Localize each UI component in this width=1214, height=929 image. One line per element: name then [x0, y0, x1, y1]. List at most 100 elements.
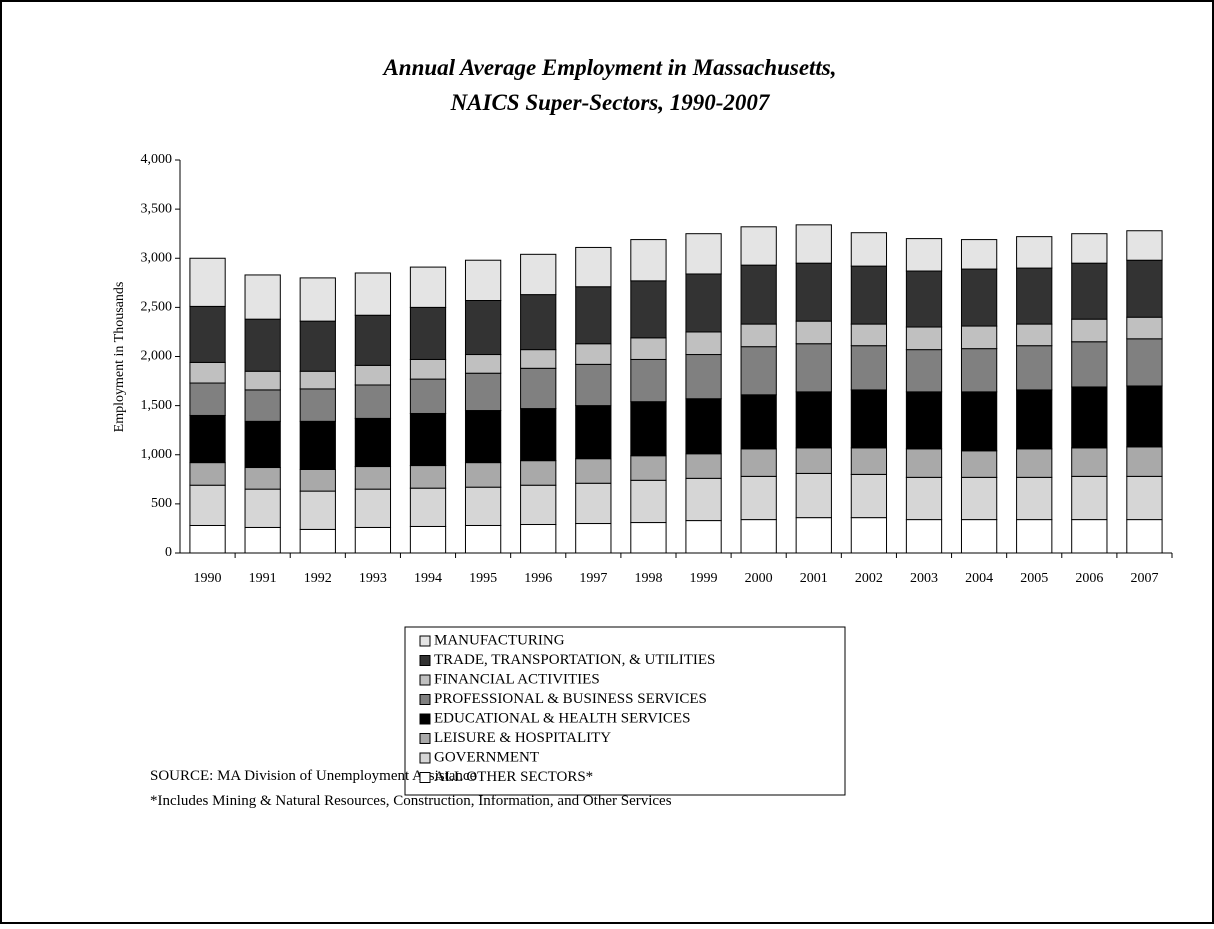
bar-segment — [1071, 386, 1108, 449]
bar-segment — [795, 224, 832, 264]
bar-segment — [795, 391, 832, 449]
bar-segment — [905, 270, 943, 328]
bar-segment — [1126, 446, 1163, 477]
bar-segment — [575, 523, 612, 554]
bar-segment — [795, 517, 832, 554]
legend-label: PROFESSIONAL & BUSINESS SERVICES — [434, 691, 707, 707]
bar-segment — [1126, 230, 1163, 261]
bar-segment — [1126, 519, 1163, 554]
bar-segment — [905, 391, 943, 450]
legend-label: LEISURE & HOSPITALITY — [434, 730, 611, 746]
legend-label: TRADE, TRANSPORTATION, & UTILITIES — [434, 652, 715, 668]
bar-segment — [189, 414, 226, 464]
bar-segment — [244, 488, 281, 528]
bar-segment — [464, 299, 502, 356]
y-tick-label: 500 — [151, 496, 172, 511]
bar-segment — [464, 410, 502, 464]
bar-segment — [244, 420, 281, 469]
bar-segment — [244, 370, 281, 391]
footnote: *Includes Mining & Natural Resources, Co… — [150, 793, 672, 809]
bar-segment — [520, 294, 557, 351]
bar-segment — [520, 460, 557, 486]
bar-segment — [630, 522, 667, 554]
legend-label: EDUCATIONAL & HEALTH SERVICES — [434, 710, 690, 726]
bar-segment — [1126, 316, 1163, 340]
y-tick-label: 0 — [165, 545, 172, 560]
bar-segment — [575, 363, 612, 407]
bar-segment — [850, 473, 888, 519]
bar-segment — [1126, 475, 1163, 521]
x-tick-label: 1996 — [524, 571, 552, 586]
x-tick-label: 1993 — [359, 571, 387, 586]
legend-label: FINANCIAL ACTIVITIES — [434, 671, 600, 687]
legend-label: GOVERNMENT — [434, 749, 539, 765]
bar-segment — [409, 465, 447, 489]
bar-segment — [1016, 448, 1053, 478]
bar-segment — [575, 458, 612, 484]
bar-segment — [1016, 267, 1053, 325]
bar-segment — [850, 517, 888, 554]
bar-segment — [354, 364, 392, 386]
legend-swatch — [419, 713, 431, 725]
bar-segment — [740, 323, 777, 348]
x-tick-label: 2001 — [800, 571, 828, 586]
bar-segment — [189, 484, 226, 526]
bar-segment — [409, 306, 447, 360]
bar-segment — [244, 318, 281, 372]
bar-segment — [409, 412, 447, 467]
bar-segment — [520, 408, 557, 462]
bar-segment — [1071, 233, 1108, 264]
bar-segment — [299, 468, 336, 492]
bar-segment — [685, 398, 722, 455]
bar-segment — [850, 232, 888, 267]
x-tick-label: 1995 — [469, 571, 497, 586]
legend-box — [404, 626, 846, 796]
bar-segment — [630, 358, 667, 403]
bar-segment — [575, 343, 612, 365]
x-tick-label: 2002 — [855, 571, 883, 586]
bar-segment — [685, 520, 722, 554]
bar-segment — [905, 238, 943, 272]
bar-segment — [1016, 476, 1053, 521]
x-tick-label: 1999 — [690, 571, 718, 586]
bar-segment — [189, 462, 226, 486]
bar-segment — [189, 305, 226, 363]
bar-segment — [740, 475, 777, 521]
bar-segment — [354, 314, 392, 366]
bar-segment — [630, 455, 667, 481]
bar-segment — [1071, 447, 1108, 477]
bar-segment — [960, 325, 998, 350]
x-tick-label: 2005 — [1020, 571, 1048, 586]
bar-segment — [740, 346, 777, 396]
bar-segment — [850, 447, 888, 475]
bar-segment — [244, 389, 281, 422]
bar-segment — [520, 524, 557, 554]
bar-segment — [1071, 475, 1108, 521]
bar-segment — [850, 265, 888, 325]
bar-segment — [464, 354, 502, 374]
bar-segment — [409, 358, 447, 380]
bar-segment — [520, 484, 557, 526]
bar-segment — [464, 259, 502, 301]
x-tick-label: 1994 — [414, 571, 442, 586]
bar-segment — [575, 286, 612, 345]
bar-segment — [1016, 236, 1053, 269]
bar-segment — [1126, 385, 1163, 448]
y-tick-label: 3,500 — [141, 201, 173, 216]
bar-segment — [354, 272, 392, 316]
bar-segment — [299, 277, 336, 322]
bar-segment — [685, 354, 722, 400]
bar-segment — [244, 274, 281, 320]
bar-segment — [850, 345, 888, 391]
bar-segment — [575, 482, 612, 525]
x-tick-label: 1990 — [194, 571, 222, 586]
bar-segment — [685, 453, 722, 479]
bar-segment — [905, 326, 943, 351]
bar-segment — [464, 462, 502, 488]
y-tick-label: 3,000 — [141, 250, 173, 265]
bar-segment — [299, 320, 336, 372]
bar-segment — [409, 487, 447, 527]
bar-segment — [905, 349, 943, 393]
bar-segment — [960, 348, 998, 393]
bar-segment — [1016, 519, 1053, 554]
